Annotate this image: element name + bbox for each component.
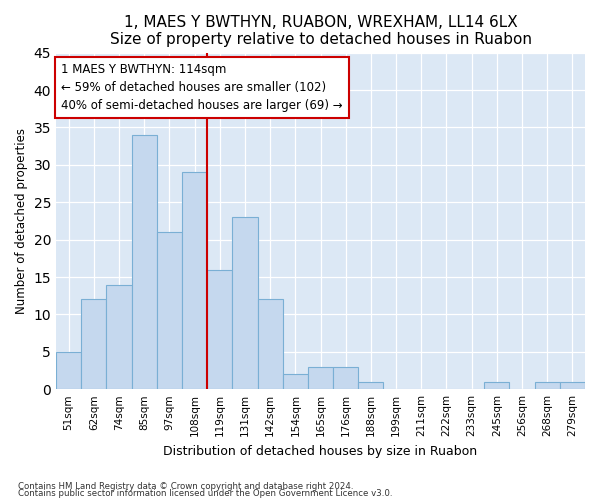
Bar [182,172,207,389]
Text: 1 MAES Y BWTHYN: 114sqm
← 59% of detached houses are smaller (102)
40% of semi-d: 1 MAES Y BWTHYN: 114sqm ← 59% of detache… [61,63,343,112]
X-axis label: Distribution of detached houses by size in Ruabon: Distribution of detached houses by size … [163,444,478,458]
Bar [560,382,585,389]
Bar [358,382,383,389]
Bar [333,367,358,389]
Bar [207,270,232,389]
Bar [257,300,283,389]
Bar [232,217,257,389]
Title: 1, MAES Y BWTHYN, RUABON, WREXHAM, LL14 6LX
Size of property relative to detache: 1, MAES Y BWTHYN, RUABON, WREXHAM, LL14 … [110,15,532,48]
Y-axis label: Number of detached properties: Number of detached properties [15,128,28,314]
Bar [81,300,106,389]
Text: Contains HM Land Registry data © Crown copyright and database right 2024.: Contains HM Land Registry data © Crown c… [18,482,353,491]
Bar [283,374,308,389]
Bar [308,367,333,389]
Bar [157,232,182,389]
Bar [484,382,509,389]
Text: Contains public sector information licensed under the Open Government Licence v3: Contains public sector information licen… [18,490,392,498]
Bar [106,284,131,389]
Bar [131,135,157,389]
Bar [56,352,81,389]
Bar [535,382,560,389]
